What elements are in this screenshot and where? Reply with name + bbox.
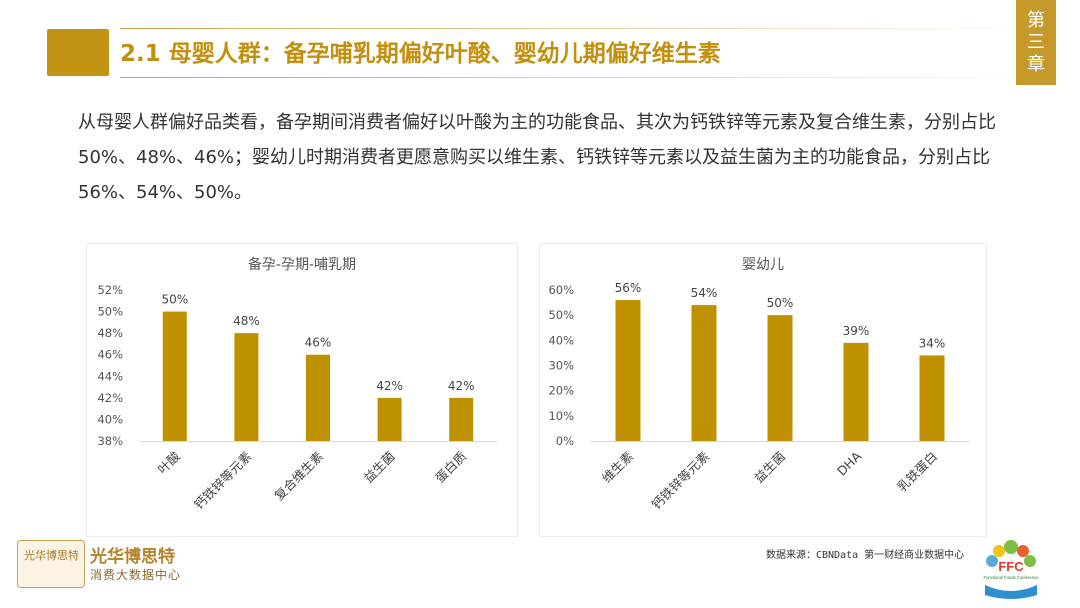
bar	[162, 311, 187, 441]
y-tick-label: 0%	[556, 434, 574, 448]
bar	[615, 300, 641, 441]
guanghua-logo: 光华博思特	[17, 540, 85, 588]
chapter-char: 第	[1027, 9, 1045, 31]
chart-card-pregnancy: 备孕-孕期-哺乳期 38% 40% 42% 44% 46% 48% 50% 52% 50% 叶酸 48…	[86, 243, 518, 537]
brand-subtitle: 消费大数据中心	[90, 568, 182, 582]
bar-value-label: 39%	[843, 324, 870, 338]
bar-value-label: 34%	[919, 336, 946, 350]
bar-value-label: 42%	[376, 379, 403, 393]
category-label: DHA	[834, 448, 864, 478]
ffc-logo-subtext: Functional Foods Conference	[984, 575, 1040, 580]
category-label: 乳铁蛋白	[894, 449, 940, 495]
ffc-logo-icon: FFC Functional Foods Conference	[984, 540, 1040, 599]
ffc-logo-text: FFC	[998, 559, 1024, 574]
title-line-bottom	[120, 77, 1010, 78]
bar-value-label: 46%	[305, 336, 332, 350]
bar-chart-pregnancy: 备孕-孕期-哺乳期 38% 40% 42% 44% 46% 48% 50% 52% 50% 叶酸 48…	[97, 256, 497, 513]
bar-value-label: 48%	[233, 314, 260, 328]
title-line-top	[120, 28, 1010, 29]
bar	[306, 354, 330, 441]
y-tick-label: 50%	[97, 305, 123, 319]
page-title: 2.1 母婴人群：备孕哺乳期偏好叶酸、婴幼儿期偏好维生素	[120, 41, 721, 67]
bar	[449, 397, 474, 441]
category-label: 蛋白质	[432, 449, 469, 486]
y-tick-label: 40%	[548, 333, 574, 347]
chapter-char: 章	[1027, 53, 1045, 75]
bar	[919, 355, 945, 441]
y-tick-label: 40%	[97, 412, 123, 426]
chart-title: 备孕-孕期-哺乳期	[248, 256, 356, 273]
chapter-char: 三	[1027, 31, 1045, 53]
bar-value-label: 50%	[767, 296, 794, 310]
bar	[234, 333, 259, 441]
y-tick-label: 44%	[97, 369, 123, 383]
bar-value-label: 54%	[691, 286, 718, 300]
category-label: 叶酸	[155, 448, 184, 477]
category-label: 钙铁锌等元素	[648, 449, 712, 513]
y-tick-label: 48%	[97, 326, 123, 340]
y-tick-label: 30%	[548, 359, 574, 373]
bar-chart-infant: 婴幼儿 0% 10% 20% 30% 40% 50% 60% 56% 维生素 54% 钙铁锌等元素 50…	[548, 257, 970, 513]
y-tick-label: 10%	[548, 409, 574, 423]
title-accent-block	[47, 29, 109, 76]
category-label: 维生素	[599, 449, 636, 486]
chapter-tag: 第 三 章	[1016, 0, 1056, 85]
data-source: 数据来源：CBNData 第一财经商业数据中心	[766, 550, 965, 561]
bar	[767, 315, 793, 441]
y-tick-label: 46%	[97, 348, 123, 362]
bar	[843, 342, 869, 441]
y-tick-label: 60%	[548, 283, 574, 297]
y-tick-label: 42%	[97, 391, 123, 405]
chart-card-infant: 婴幼儿 0% 10% 20% 30% 40% 50% 60% 56% 维生素 54% 钙铁锌等元素 50…	[539, 243, 987, 537]
bar-value-label: 42%	[448, 379, 475, 393]
bar-value-label: 56%	[615, 281, 642, 295]
y-tick-label: 38%	[97, 434, 123, 448]
y-tick-label: 20%	[548, 384, 574, 398]
bar	[691, 305, 717, 441]
bar	[377, 397, 402, 441]
category-label: 益生菌	[361, 449, 398, 486]
y-tick-label: 50%	[548, 308, 574, 322]
chart-title: 婴幼儿	[742, 257, 784, 273]
category-label: 复合维生素	[271, 449, 326, 504]
category-label: 钙铁锌等元素	[191, 449, 255, 513]
brand-name: 光华博思特	[90, 547, 175, 567]
category-label: 益生菌	[751, 449, 788, 486]
bar-value-label: 50%	[161, 293, 188, 307]
summary-paragraph: 从母婴人群偏好品类看，备孕期间消费者偏好以叶酸为主的功能食品、其次为钙铁锌等元素…	[78, 112, 996, 203]
y-tick-label: 52%	[97, 283, 123, 297]
logo-text: 光华博思特	[24, 549, 79, 562]
